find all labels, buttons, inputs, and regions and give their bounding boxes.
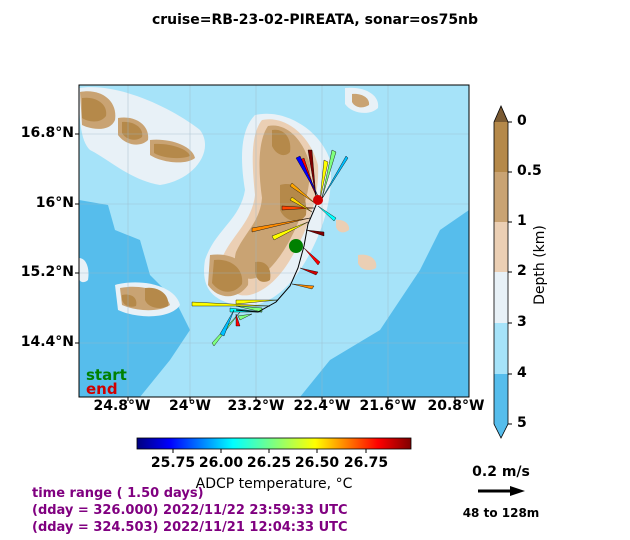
lon-label-21.6W: 21.6°W [359,398,417,414]
seamount-3 [79,258,89,283]
temperature-gradient [136,437,412,450]
depth-colorbar-top-extend [494,106,508,122]
island-sao-nicolau [154,143,190,159]
island-maio [255,261,271,282]
vector [303,247,321,266]
bathymetry-map [79,85,469,397]
depth-band-5 [494,374,508,424]
scale-speed-label: 0.2 m/s [472,464,530,480]
depth-band-0 [494,122,508,172]
slope-central-upper [234,125,311,279]
depth-tick-0: 0 [517,113,527,129]
depth-band-3 [494,272,508,323]
time-range-text: time range ( 1.50 days) [32,486,204,501]
lon-label-24W: 24°W [169,398,211,414]
depth-tick-1: 1 [517,213,527,229]
vector [289,182,317,205]
depth-band-2 [494,222,508,272]
vector [271,221,309,241]
vector [321,149,337,199]
vector [191,301,271,307]
vector [235,313,241,327]
depth-tick-2: 2 [517,263,527,279]
temp-tick-26.00: 26.00 [198,455,244,471]
vector [307,149,317,199]
scale-arrow [478,486,525,496]
start-time-text: (dday = 324.503) 2022/11/21 12:04:33 UTC [32,520,348,535]
lat-label-16.8N: 16.8°N [20,125,74,141]
vector [219,309,235,337]
depth-colorbar [493,105,512,439]
lon-label-23.2W: 23.2°W [227,398,285,414]
temp-tick-25.75: 25.75 [150,455,196,471]
start-marker [289,239,303,253]
lon-label-22.4W: 22.4°W [293,398,351,414]
vector [319,155,349,203]
vector [229,307,263,313]
temperature-axis-label: ADCP temperature, °C [195,476,353,492]
depth-tick-3: 3 [517,314,527,330]
temp-tick-26.25: 26.25 [246,455,292,471]
map-ticks [75,133,456,401]
ocean-4-5km-east [300,210,469,397]
map-frame [78,84,470,398]
vector [281,205,315,211]
temperature-colorbar [136,437,412,453]
vector [299,267,319,276]
lon-label-24.8W: 24.8°W [93,398,151,414]
island-sao-vicente [122,121,143,140]
vector [291,283,315,290]
island-santo-antao [82,97,107,122]
depth-band-1 [494,172,508,222]
depth-tick-4: 4 [517,365,527,381]
lat-label-14.4N: 14.4°N [20,334,74,350]
end-marker [313,195,323,205]
lat-label-15.2N: 15.2°N [20,264,74,280]
temp-tick-26.50: 26.50 [294,455,340,471]
start-label: start [86,366,127,384]
depth-tick-5: 5 [517,415,527,431]
temp-tick-26.75: 26.75 [343,455,389,471]
vector [319,159,329,201]
depth-colorbar-bottom-extend [494,424,508,438]
vector [295,155,319,197]
seamount-2 [358,254,377,271]
island-sal [272,129,291,156]
island-fogo [145,287,169,308]
plot-title: cruise=RB-23-02-PIREATA, sonar=os75nb [151,12,479,28]
current-vectors [191,149,349,347]
depth-range-label: 48 to 128m [462,506,540,520]
end-label: end [86,380,118,398]
vector [235,299,279,305]
vector [317,205,337,222]
lon-label-20.8W: 20.8°W [427,398,485,414]
island-brava [122,294,137,307]
vector [305,229,325,237]
islet-north [352,93,370,108]
depth-tick-0.5: 0.5 [517,163,542,179]
seamount-1 [336,219,350,233]
gridlines [79,85,469,397]
island-santiago [212,259,243,292]
vector [237,313,253,321]
island-boa-vista [280,184,307,222]
lat-label-16N: 16°N [35,195,74,211]
depth-axis-label: Depth (km) [532,225,548,305]
depth-band-4 [494,323,508,374]
ship-track [235,199,319,313]
vector [251,217,311,233]
end-time-text: (dday = 326.000) 2022/11/22 23:59:33 UTC [32,503,348,518]
vector [289,196,313,213]
